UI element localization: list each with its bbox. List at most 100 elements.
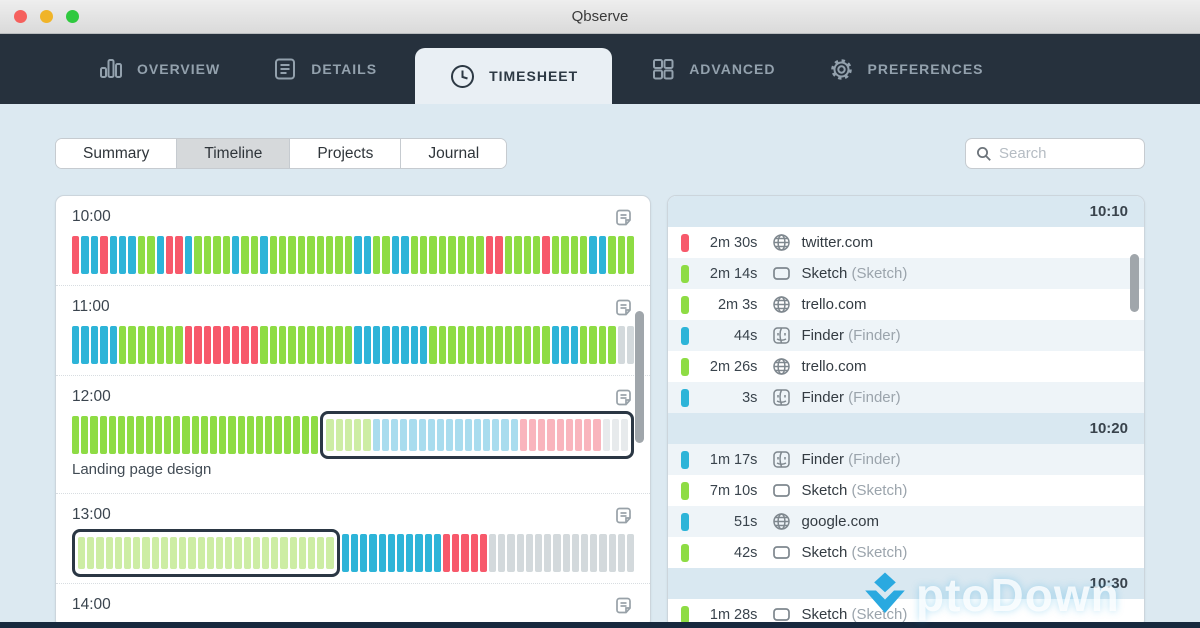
minute-segment[interactable] [105,537,113,569]
minute-segment[interactable] [528,419,537,451]
activity-row[interactable]: 2m 30s twitter.com [668,227,1144,258]
selected-interval[interactable] [320,411,635,459]
minute-segment[interactable] [438,236,447,274]
minute-segment[interactable] [206,537,215,569]
minute-segment[interactable] [409,419,417,451]
minute-segment[interactable] [246,416,255,454]
minute-segment[interactable] [260,236,268,274]
minute-segment[interactable] [184,326,193,364]
minute-segment[interactable] [156,236,165,274]
minute-segment[interactable] [620,419,629,451]
minute-segment[interactable] [476,326,484,364]
minute-segment[interactable] [288,236,296,274]
minute-segment[interactable] [448,326,456,364]
minute-segment[interactable] [424,534,432,572]
minute-segment[interactable] [96,537,104,569]
minute-segment[interactable] [302,416,310,454]
minute-segment[interactable] [142,537,150,569]
minute-segment[interactable] [598,236,607,274]
minute-segment[interactable] [250,236,259,274]
minute-segment[interactable] [175,236,183,274]
minute-segment[interactable] [473,419,481,451]
minute-segment[interactable] [151,537,159,569]
minute-segment[interactable] [216,537,224,569]
activity-row[interactable]: 44s Finder (Finder) [668,320,1144,351]
minute-segment[interactable] [489,534,497,572]
minute-segment[interactable] [608,534,616,572]
minute-segment[interactable] [406,534,414,572]
minute-segment[interactable] [401,236,409,274]
minute-segment[interactable] [231,326,240,364]
minute-segment[interactable] [617,534,626,572]
minute-segment[interactable] [288,326,296,364]
minute-segment[interactable] [461,534,469,572]
minute-segment[interactable] [297,326,306,364]
minute-segment[interactable] [156,326,165,364]
minute-segment[interactable] [87,537,95,569]
minute-segment[interactable] [203,236,212,274]
minute-segment[interactable] [415,534,423,572]
minute-segment[interactable] [326,537,334,569]
minute-segment[interactable] [507,534,515,572]
subtab-summary[interactable]: Summary [56,139,178,168]
minute-segment[interactable] [551,326,560,364]
minute-segment[interactable] [325,326,334,364]
minute-segment[interactable] [574,419,583,451]
minute-segment[interactable] [438,326,447,364]
minute-segment[interactable] [326,419,334,451]
minute-segment[interactable] [109,236,118,274]
minute-segment[interactable] [611,419,619,451]
minute-segment[interactable] [565,419,573,451]
minute-segment[interactable] [90,416,98,454]
minute-segment[interactable] [476,236,484,274]
minute-segment[interactable] [72,236,80,274]
minute-segment[interactable] [436,419,445,451]
note-icon[interactable] [613,595,634,616]
minute-segment[interactable] [341,534,349,572]
minute-segment[interactable] [626,326,635,364]
minute-segment[interactable] [351,534,359,572]
minute-segment[interactable] [410,326,419,364]
minute-segment[interactable] [556,419,564,451]
minute-segment[interactable] [99,416,107,454]
minute-segment[interactable] [570,236,578,274]
note-icon[interactable] [613,387,634,408]
minute-segment[interactable] [194,326,202,364]
minute-segment[interactable] [203,326,212,364]
activity-row[interactable]: 2m 14s Sketch (Sketch) [668,258,1144,289]
minute-segment[interactable] [363,236,371,274]
minute-segment[interactable] [479,534,488,572]
minute-segment[interactable] [213,236,221,274]
minimize-window-button[interactable] [40,10,53,23]
minute-segment[interactable] [325,236,334,274]
minute-segment[interactable] [179,537,187,569]
minute-segment[interactable] [553,534,561,572]
activity-scrollbar[interactable] [1130,254,1139,312]
minute-segment[interactable] [599,534,607,572]
minute-segment[interactable] [160,537,169,569]
minute-segment[interactable] [589,236,597,274]
minute-segment[interactable] [544,534,552,572]
minute-segment[interactable] [420,326,428,364]
minute-segment[interactable] [316,326,324,364]
activity-row[interactable]: 51s google.com [668,506,1144,537]
minute-segment[interactable] [154,416,163,454]
activity-row[interactable]: 3s Finder (Finder) [668,382,1144,413]
minute-segment[interactable] [373,236,381,274]
minute-segment[interactable] [335,236,343,274]
subtab-timeline[interactable]: Timeline [177,139,291,168]
minute-segment[interactable] [191,416,199,454]
minute-segment[interactable] [427,419,435,451]
minute-segment[interactable] [210,416,218,454]
search-box[interactable] [965,138,1145,169]
subtab-projects[interactable]: Projects [290,139,402,168]
minute-segment[interactable] [581,534,589,572]
minute-segment[interactable] [124,537,132,569]
activity-row[interactable]: 2m 26s trello.com [668,351,1144,382]
note-icon[interactable] [613,505,634,526]
minute-segment[interactable] [523,236,531,274]
minute-segment[interactable] [231,236,240,274]
search-input[interactable] [999,145,1129,162]
minute-segment[interactable] [237,416,245,454]
minute-segment[interactable] [100,326,108,364]
